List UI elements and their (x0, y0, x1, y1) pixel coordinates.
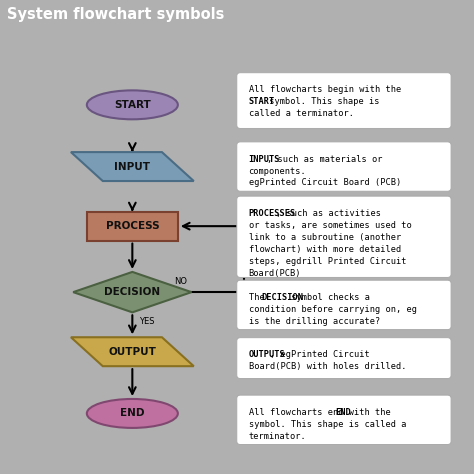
Text: NO: NO (174, 277, 187, 286)
Text: All flowcharts end with the: All flowcharts end with the (248, 408, 396, 417)
Polygon shape (73, 272, 191, 312)
Text: PROCESSES: PROCESSES (248, 209, 296, 218)
Text: , such as materials or: , such as materials or (267, 155, 383, 164)
Text: PROCESS: PROCESS (106, 221, 159, 231)
Text: link to a subroutine (another: link to a subroutine (another (248, 233, 401, 242)
Text: called a terminator.: called a terminator. (248, 109, 354, 118)
Text: YES: YES (139, 318, 155, 327)
FancyBboxPatch shape (237, 73, 451, 128)
Text: All flowcharts begin with the: All flowcharts begin with the (248, 85, 401, 94)
Text: steps, egdrill Printed Circuit: steps, egdrill Printed Circuit (248, 256, 406, 265)
FancyBboxPatch shape (237, 395, 451, 445)
Text: INPUTS: INPUTS (248, 155, 280, 164)
Text: flowchart) with more detailed: flowchart) with more detailed (248, 245, 401, 254)
Polygon shape (71, 337, 194, 366)
Text: , such as activities: , such as activities (276, 209, 382, 218)
Text: DECISION: DECISION (104, 287, 160, 297)
FancyBboxPatch shape (237, 196, 451, 277)
Text: symbol. This shape is: symbol. This shape is (264, 97, 380, 106)
Text: or tasks, are sometimes used to: or tasks, are sometimes used to (248, 221, 411, 230)
Text: DECISION: DECISION (261, 293, 303, 302)
Text: condition before carrying on, eg: condition before carrying on, eg (248, 305, 417, 314)
Text: START: START (114, 100, 151, 110)
Text: System flowchart symbols: System flowchart symbols (7, 7, 225, 22)
Text: START: START (248, 97, 275, 106)
Polygon shape (71, 152, 194, 181)
Ellipse shape (87, 399, 178, 428)
Text: components.: components. (248, 166, 306, 175)
Text: symbol. This shape is called a: symbol. This shape is called a (248, 420, 406, 429)
Text: Board(PCB): Board(PCB) (248, 268, 301, 277)
Ellipse shape (87, 91, 178, 119)
FancyBboxPatch shape (237, 337, 451, 379)
Text: INPUT: INPUT (114, 162, 150, 172)
Text: , egPrinted Circuit: , egPrinted Circuit (270, 350, 370, 359)
Text: END: END (120, 409, 145, 419)
Text: END: END (335, 408, 351, 417)
Text: terminator.: terminator. (248, 432, 306, 441)
FancyBboxPatch shape (237, 280, 451, 329)
Text: is the drilling accurate?: is the drilling accurate? (248, 317, 380, 326)
FancyBboxPatch shape (237, 142, 451, 191)
Text: egPrinted Circuit Board (PCB): egPrinted Circuit Board (PCB) (248, 179, 401, 188)
Text: The: The (248, 293, 270, 302)
FancyBboxPatch shape (87, 212, 178, 241)
Text: Board(PCB) with holes drilled.: Board(PCB) with holes drilled. (248, 362, 406, 371)
Text: OUTPUT: OUTPUT (109, 346, 156, 357)
Text: OUTPUTS: OUTPUTS (248, 350, 285, 359)
Text: symbol checks a: symbol checks a (286, 293, 370, 302)
